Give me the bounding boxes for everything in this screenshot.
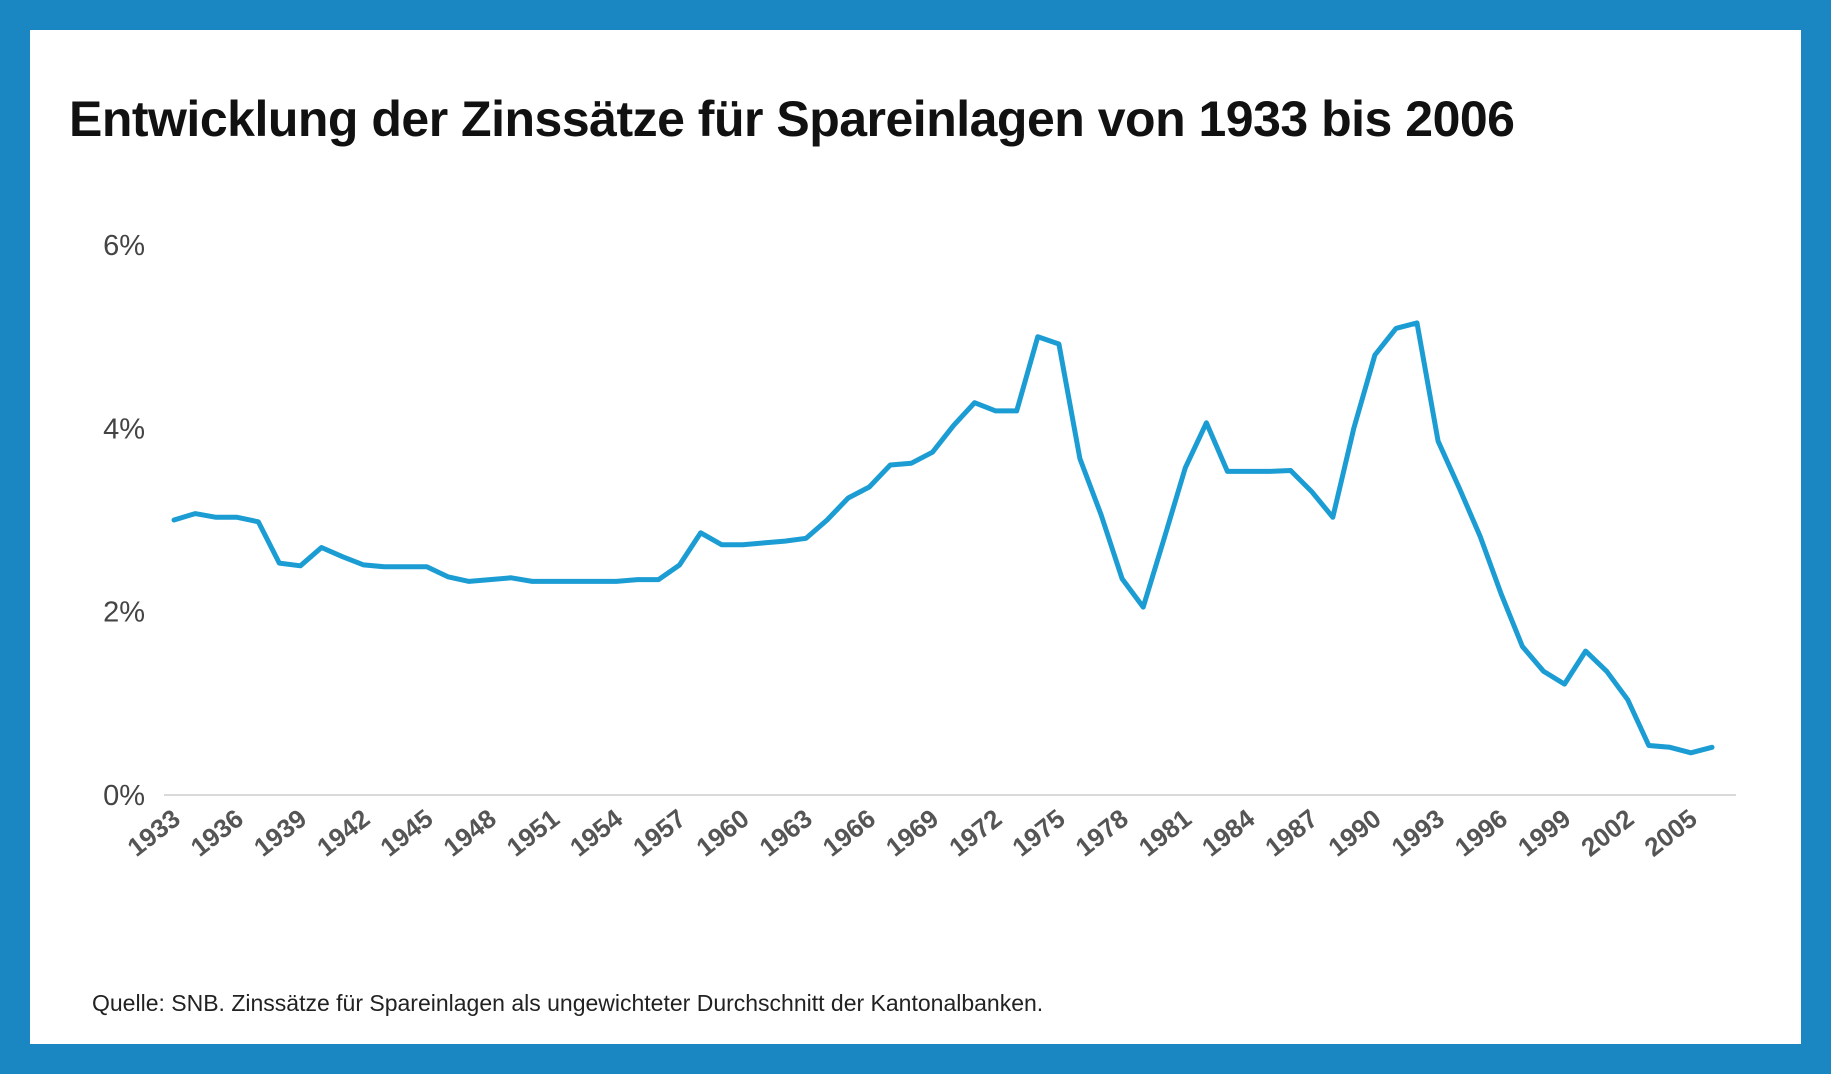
chart-card: Entwicklung der Zinssätze für Spareinlag… (30, 30, 1801, 1044)
x-tick-label: 2002 (1575, 803, 1639, 862)
x-axis: 1933 1936 1939 1942 1945 1948 1951 1954 1957 1960… (122, 803, 1703, 863)
x-tick-label: 2005 (1639, 803, 1703, 862)
x-tick-label: 1954 (564, 803, 628, 863)
series-line (171, 320, 1715, 756)
x-tick-label: 1975 (1007, 803, 1071, 862)
x-tick-label: 1990 (1323, 803, 1387, 862)
x-tick-label: 1996 (1449, 803, 1513, 862)
x-tick-label: 1951 (501, 803, 565, 862)
y-tick-label: 4% (103, 413, 145, 445)
x-tick-label: 1984 (1196, 803, 1260, 863)
series-group (171, 320, 1715, 756)
x-tick-label: 1936 (185, 803, 249, 862)
x-tick-label: 1978 (1070, 803, 1134, 862)
x-tick-label: 1987 (1259, 803, 1323, 862)
x-tick-label: 1960 (690, 803, 754, 862)
x-tick-label: 1972 (943, 803, 1007, 862)
x-tick-label: 1966 (817, 803, 881, 862)
y-tick-label: 2% (103, 597, 145, 629)
x-tick-label: 1942 (311, 803, 375, 862)
y-tick-label: 6% (103, 230, 145, 262)
source-note: Quelle: SNB. Zinssätze für Spareinlagen … (92, 990, 1044, 1016)
x-tick-label: 1963 (754, 803, 818, 862)
chart-title: Entwicklung der Zinssätze für Spareinlag… (69, 91, 1515, 147)
x-tick-label: 1969 (880, 803, 944, 862)
x-tick-label: 1999 (1512, 803, 1576, 862)
x-tick-label: 1993 (1386, 803, 1450, 862)
x-tick-label: 1945 (374, 803, 438, 862)
x-tick-label: 1948 (438, 803, 502, 862)
x-tick-label: 1939 (248, 803, 312, 862)
y-tick-label: 0% (103, 780, 145, 812)
y-axis: 0% 2% 4% 6% (103, 230, 145, 812)
x-tick-label: 1957 (627, 803, 691, 862)
x-tick-label: 1981 (1133, 803, 1197, 862)
